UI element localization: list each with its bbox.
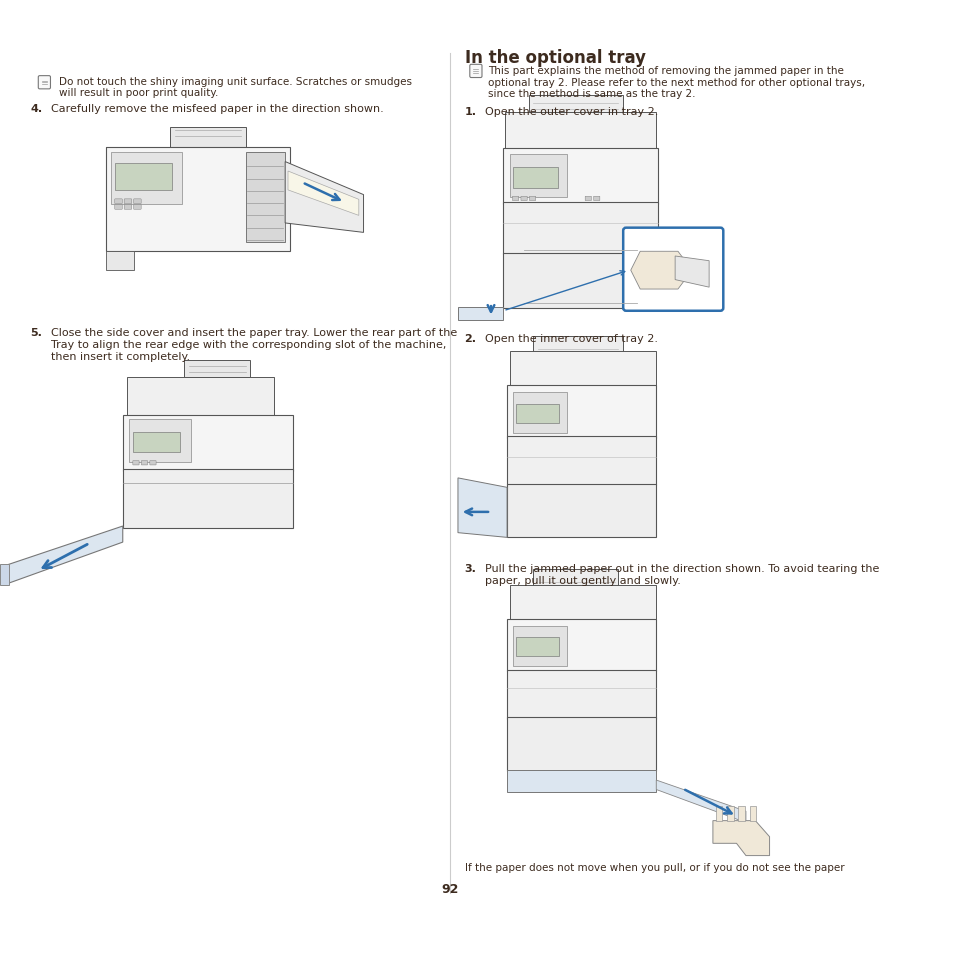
Polygon shape [106,149,250,188]
FancyBboxPatch shape [533,337,622,354]
FancyBboxPatch shape [469,65,481,78]
Polygon shape [630,252,692,290]
Text: then insert it completely.: then insert it completely. [51,352,190,362]
FancyBboxPatch shape [509,585,656,620]
FancyBboxPatch shape [115,164,172,191]
Polygon shape [712,821,769,856]
FancyBboxPatch shape [150,461,156,465]
FancyBboxPatch shape [123,470,293,528]
FancyBboxPatch shape [503,150,658,205]
Polygon shape [656,781,745,822]
Text: 5.: 5. [30,328,42,337]
FancyBboxPatch shape [507,484,656,537]
Polygon shape [128,377,274,417]
Text: Do not touch the shiny imaging unit surface. Scratches or smudges: Do not touch the shiny imaging unit surf… [58,76,411,87]
FancyBboxPatch shape [622,229,722,312]
FancyBboxPatch shape [112,153,182,205]
FancyBboxPatch shape [114,205,122,210]
Text: Open the outer cover in tray 2.: Open the outer cover in tray 2. [485,107,658,116]
FancyBboxPatch shape [515,638,558,657]
Text: Open the inner cover of tray 2.: Open the inner cover of tray 2. [485,335,658,344]
Text: Pull the jammed paper out in the direction shown. To avoid tearing the: Pull the jammed paper out in the directi… [485,563,879,574]
FancyBboxPatch shape [584,197,591,201]
Text: will result in poor print quality.: will result in poor print quality. [58,88,217,98]
FancyBboxPatch shape [507,717,656,771]
Text: This part explains the method of removing the jammed paper in the: This part explains the method of removin… [488,66,843,76]
Polygon shape [726,805,733,821]
Text: 92: 92 [441,882,458,895]
FancyBboxPatch shape [114,200,122,204]
Text: Carefully remove the misfeed paper in the direction shown.: Carefully remove the misfeed paper in th… [51,104,383,114]
FancyBboxPatch shape [38,76,51,90]
FancyBboxPatch shape [507,436,656,486]
Text: 4.: 4. [30,104,42,114]
Polygon shape [738,805,744,821]
Text: 3.: 3. [464,563,476,574]
FancyBboxPatch shape [133,200,141,204]
FancyBboxPatch shape [141,461,148,465]
Polygon shape [285,162,363,233]
Text: 2.: 2. [464,335,476,344]
FancyBboxPatch shape [512,393,567,433]
FancyBboxPatch shape [132,461,139,465]
Text: 1.: 1. [464,107,476,116]
Text: Close the side cover and insert the paper tray. Lower the rear part of the: Close the side cover and insert the pape… [51,328,456,337]
Polygon shape [749,805,756,821]
FancyBboxPatch shape [509,352,656,388]
FancyBboxPatch shape [124,200,132,204]
FancyBboxPatch shape [133,432,180,453]
FancyBboxPatch shape [528,96,622,115]
FancyBboxPatch shape [507,618,656,672]
FancyBboxPatch shape [509,154,566,198]
Polygon shape [457,478,507,537]
FancyBboxPatch shape [520,197,527,201]
FancyBboxPatch shape [529,197,535,201]
FancyBboxPatch shape [512,197,518,201]
Polygon shape [715,805,721,821]
FancyBboxPatch shape [512,626,567,666]
Polygon shape [5,526,123,585]
FancyBboxPatch shape [593,197,599,201]
Text: If the paper does not move when you pull, or if you do not see the paper: If the paper does not move when you pull… [464,862,843,872]
FancyBboxPatch shape [457,308,503,321]
FancyBboxPatch shape [507,770,656,793]
Text: Tray to align the rear edge with the corresponding slot of the machine,: Tray to align the rear edge with the cor… [51,339,446,350]
FancyBboxPatch shape [130,420,191,462]
Text: since the method is same as the tray 2.: since the method is same as the tray 2. [488,89,695,99]
FancyBboxPatch shape [507,670,656,719]
FancyBboxPatch shape [245,153,285,243]
FancyBboxPatch shape [512,168,558,189]
FancyBboxPatch shape [515,405,558,424]
FancyBboxPatch shape [505,113,656,152]
Text: optional tray 2. Please refer to the next method for other optional trays,: optional tray 2. Please refer to the nex… [488,77,864,88]
FancyBboxPatch shape [170,128,245,149]
FancyBboxPatch shape [503,253,658,309]
FancyBboxPatch shape [106,252,134,271]
Text: paper, pull it out gently and slowly.: paper, pull it out gently and slowly. [485,576,680,585]
FancyBboxPatch shape [0,564,10,585]
Text: In the optional tray: In the optional tray [464,50,645,67]
Polygon shape [288,172,358,216]
FancyBboxPatch shape [507,386,656,438]
FancyBboxPatch shape [503,203,658,254]
FancyBboxPatch shape [123,416,293,472]
FancyBboxPatch shape [106,149,290,252]
FancyBboxPatch shape [533,570,618,587]
FancyBboxPatch shape [184,360,250,377]
FancyBboxPatch shape [133,205,141,210]
FancyBboxPatch shape [124,205,132,210]
Polygon shape [675,256,708,288]
